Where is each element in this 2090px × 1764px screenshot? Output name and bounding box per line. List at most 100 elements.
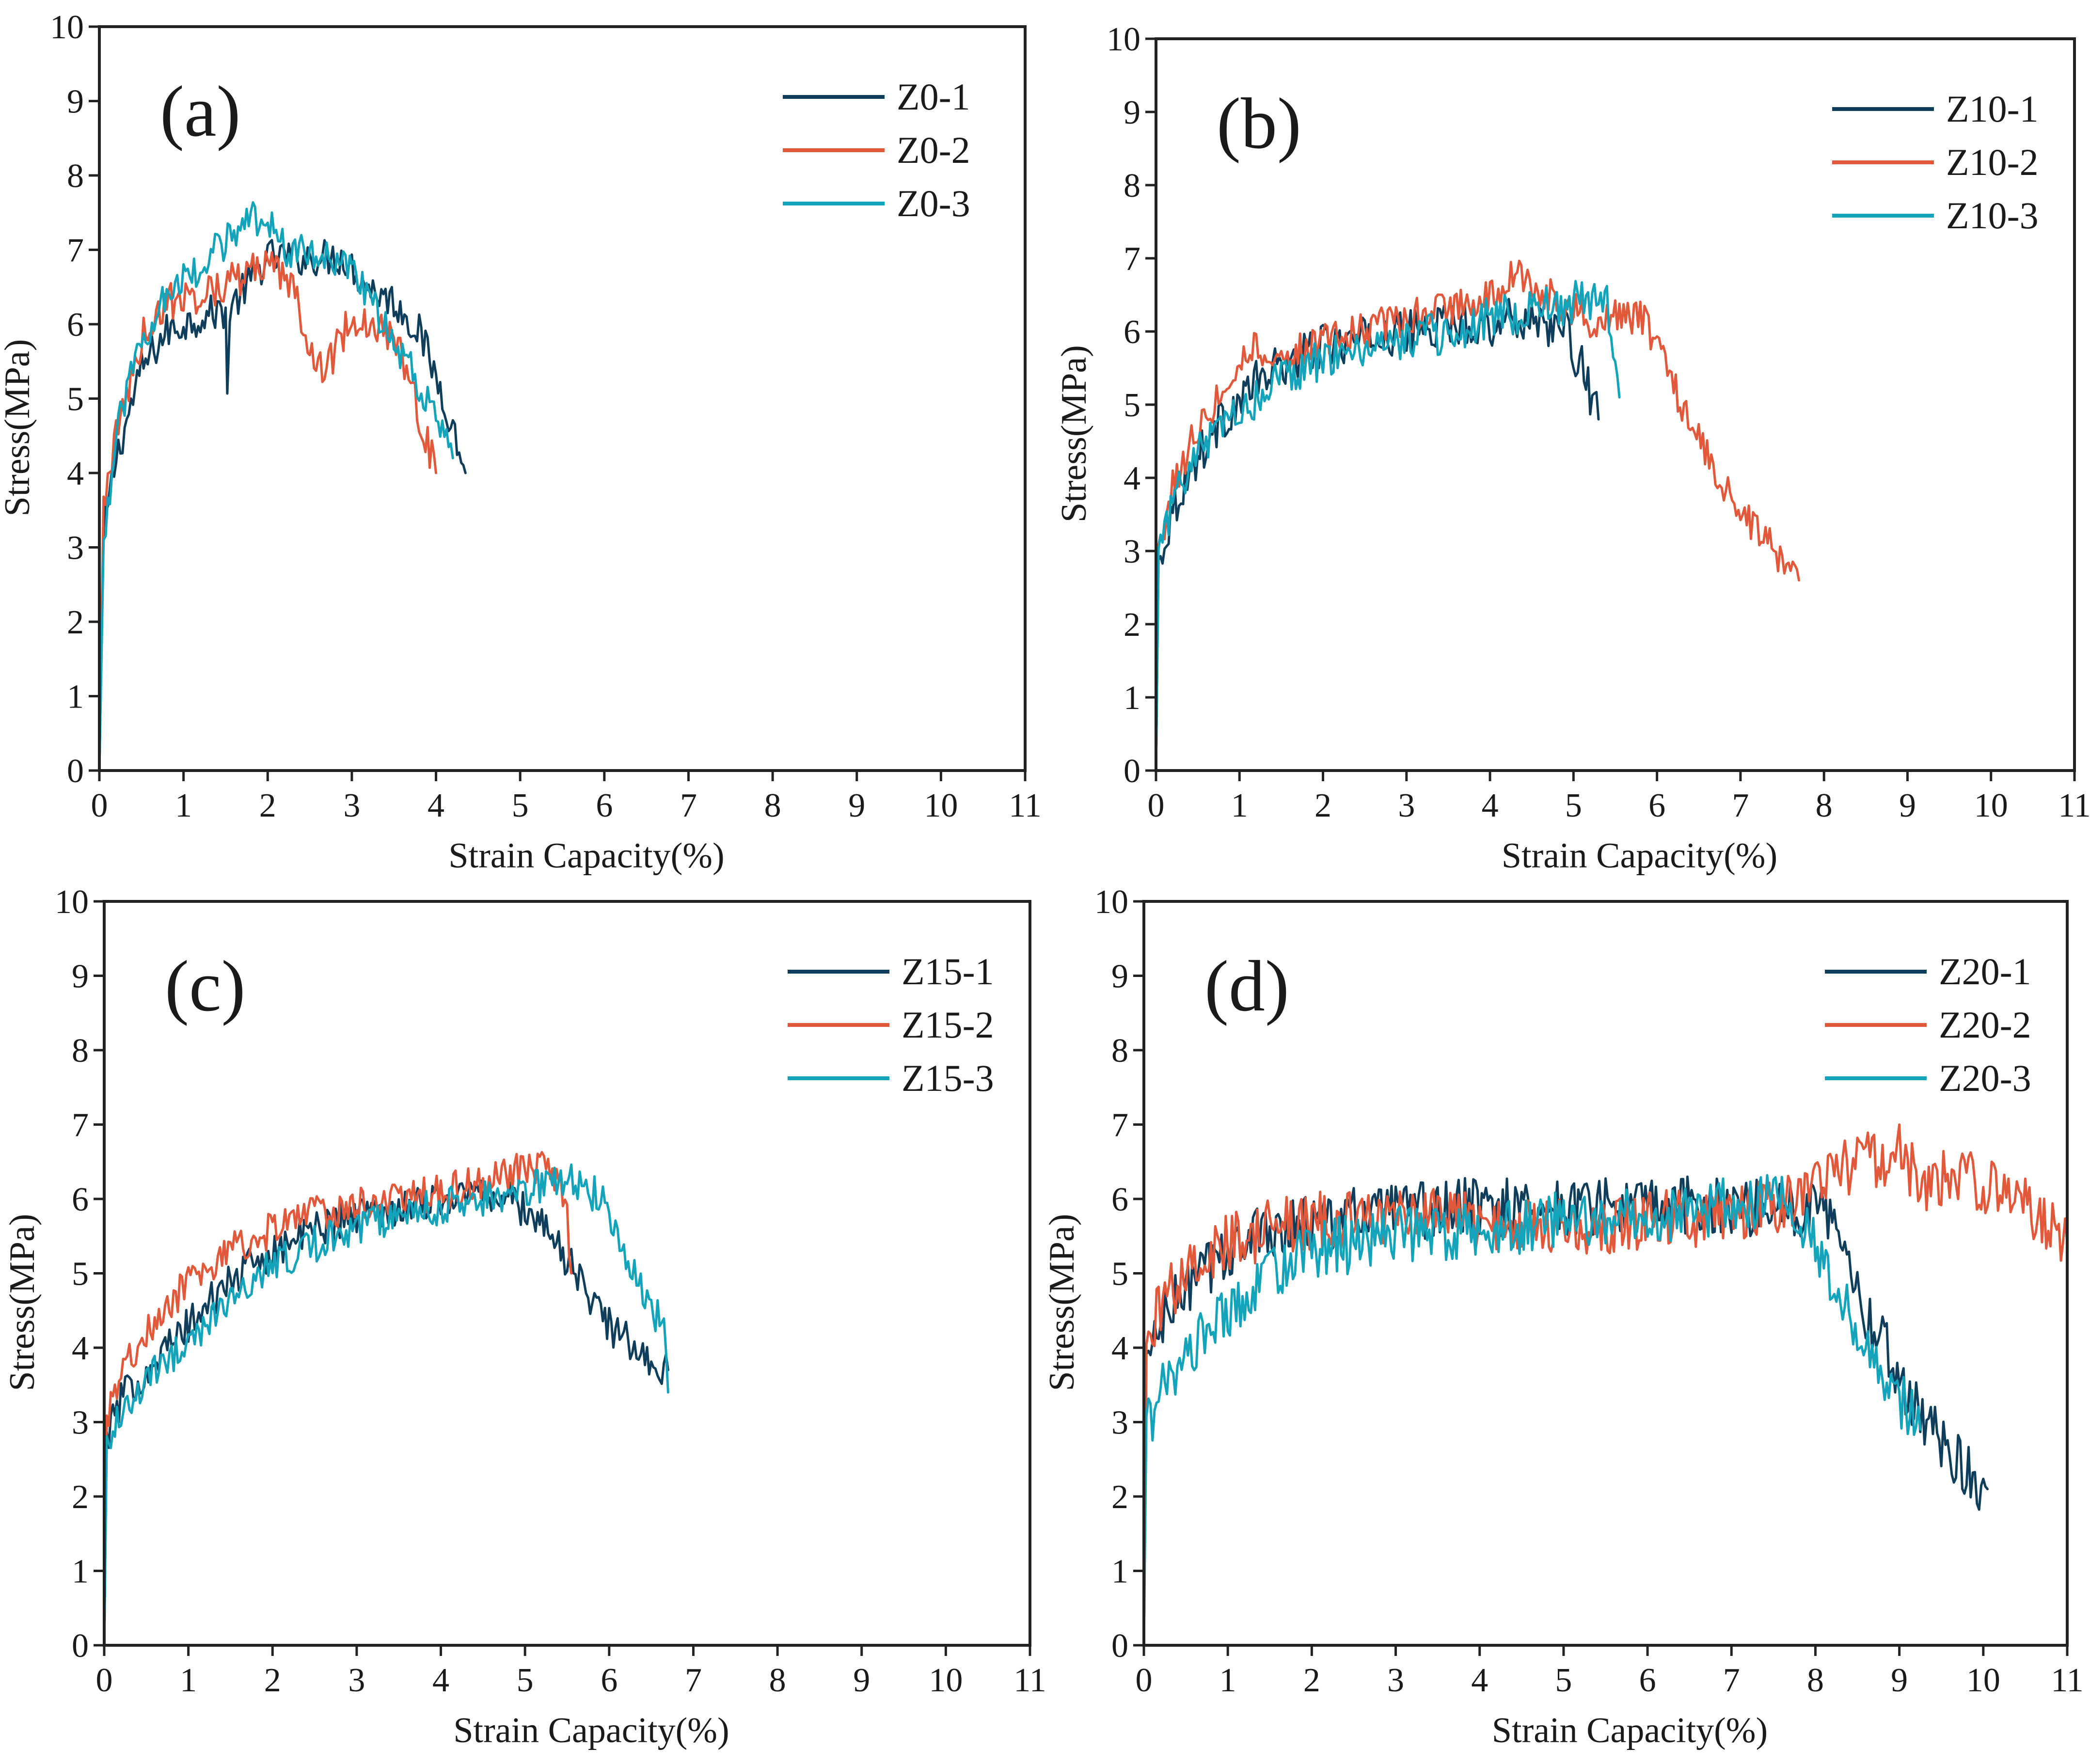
x-tick-label: 11 [2058,787,2090,824]
x-tick-label: 4 [1482,787,1499,824]
legend-label: Z0-3 [897,182,970,224]
x-tick-label: 5 [512,787,529,824]
x-tick-label: 6 [1639,1662,1656,1699]
x-tick-label: 7 [680,787,697,824]
series-group [104,1151,669,1645]
y-tick-label: 8 [1124,167,1140,205]
legend-label: Z15-3 [902,1057,994,1099]
y-tick-label: 8 [72,1032,89,1070]
x-tick-label: 5 [1565,787,1582,824]
x-tick-label: 5 [1555,1662,1572,1699]
y-tick-label: 0 [1124,753,1140,790]
y-tick-label: 7 [67,232,84,269]
series-group [1156,259,1800,771]
x-tick-label: 4 [1471,1662,1488,1699]
x-tick-label: 1 [1219,1662,1236,1699]
x-tick-label: 11 [1009,787,1041,824]
y-tick-label: 8 [67,158,84,195]
legend-label: Z20-2 [1939,1004,2031,1046]
y-axis-title: Stress(MPa) [1042,1214,1082,1391]
y-axis-title: Stress(MPa) [1054,345,1094,522]
y-tick-label: 5 [67,381,84,418]
panel-label: (c) [165,946,245,1026]
series-line-z20-1 [1144,1175,1989,1645]
x-tick-label: 8 [1807,1662,1824,1699]
x-tick-label: 10 [1966,1662,2000,1699]
x-tick-label: 2 [264,1662,281,1699]
y-tick-label: 0 [72,1627,89,1665]
series-line-z10-2 [1156,259,1800,771]
x-tick-label: 7 [1723,1662,1740,1699]
y-tick-label: 3 [1124,533,1140,570]
y-tick-label: 6 [72,1181,89,1218]
series-line-z15-1 [104,1179,669,1645]
y-tick-label: 9 [1111,958,1128,995]
chart-panel-3: 0 1 2 3 4 5 6 7 8 9 10 11 0 1 2 3 4 5 6 7 8 9 10 Strain Capacit… [2,883,1046,1750]
y-tick-label: 3 [67,530,84,567]
y-tick-label: 10 [1094,883,1128,921]
x-tick-label: 2 [1314,787,1331,824]
y-tick-label: 2 [1111,1479,1128,1516]
panel-label: (b) [1217,83,1301,164]
x-tick-label: 6 [1648,787,1665,824]
chart-panel-4: 0 1 2 3 4 5 6 7 8 9 10 11 0 1 2 3 4 5 6 7 8 9 10 Strain Capacit… [1042,883,2084,1750]
series-line-z0-3 [99,201,454,771]
y-tick-label: 0 [67,753,84,790]
x-tick-label: 1 [175,787,192,824]
series-group [1144,1123,2067,1645]
x-tick-label: 11 [1013,1662,1046,1699]
y-tick-label: 1 [1124,679,1140,717]
y-tick-label: 7 [1111,1107,1128,1144]
x-tick-label: 6 [601,1662,618,1699]
x-tick-label: 9 [848,787,865,824]
y-axis-title: Stress(MPa) [2,1214,42,1391]
y-tick-label: 5 [72,1256,89,1293]
legend-label: Z10-2 [1946,141,2039,183]
y-tick-label: 2 [1124,606,1140,644]
x-tick-label: 9 [1899,787,1916,824]
x-tick-label: 4 [432,1662,449,1699]
x-tick-label: 3 [343,787,360,824]
x-tick-label: 4 [428,787,444,824]
y-tick-label: 2 [67,604,84,641]
legend-label: Z20-3 [1939,1057,2031,1099]
y-tick-label: 10 [50,9,84,46]
y-tick-label: 7 [1124,240,1140,278]
x-tick-label: 7 [685,1662,702,1699]
series-group [99,201,467,771]
legend-label: Z0-2 [897,129,970,171]
y-tick-label: 4 [72,1330,89,1367]
x-tick-label: 0 [91,787,108,824]
x-tick-label: 8 [769,1662,786,1699]
y-tick-label: 5 [1124,387,1140,424]
x-tick-label: 0 [1136,1662,1153,1699]
legend-label: Z15-1 [902,950,994,992]
y-tick-label: 3 [1111,1404,1128,1442]
y-tick-label: 4 [1124,460,1140,497]
series-line-z20-2 [1144,1123,2067,1645]
chart-panel-2: 0 1 2 3 4 5 6 7 8 9 10 11 0 1 2 3 4 5 6 7 8 9 10 Strain Capacit… [1054,21,2090,876]
y-tick-label: 9 [1124,94,1140,131]
y-tick-label: 1 [72,1553,89,1591]
x-tick-label: 7 [1732,787,1749,824]
x-tick-label: 8 [764,787,781,824]
x-tick-label: 8 [1816,787,1833,824]
x-tick-label: 0 [1148,787,1165,824]
x-tick-label: 3 [1387,1662,1404,1699]
x-axis-title: Strain Capacity(%) [1502,836,1777,876]
x-tick-label: 0 [96,1662,113,1699]
legend-label: Z20-1 [1939,950,2031,992]
x-tick-label: 9 [853,1662,870,1699]
y-tick-label: 8 [1111,1032,1128,1070]
series-line-z10-3 [1156,280,1621,771]
x-tick-label: 2 [259,787,276,824]
y-tick-label: 3 [72,1404,89,1442]
x-axis-title: Strain Capacity(%) [448,836,724,876]
x-tick-label: 9 [1891,1662,1908,1699]
y-axis-title: Stress(MPa) [0,339,37,517]
y-tick-label: 9 [72,958,89,995]
x-tick-label: 5 [517,1662,534,1699]
y-tick-label: 10 [55,883,89,921]
series-line-z0-2 [99,250,437,771]
